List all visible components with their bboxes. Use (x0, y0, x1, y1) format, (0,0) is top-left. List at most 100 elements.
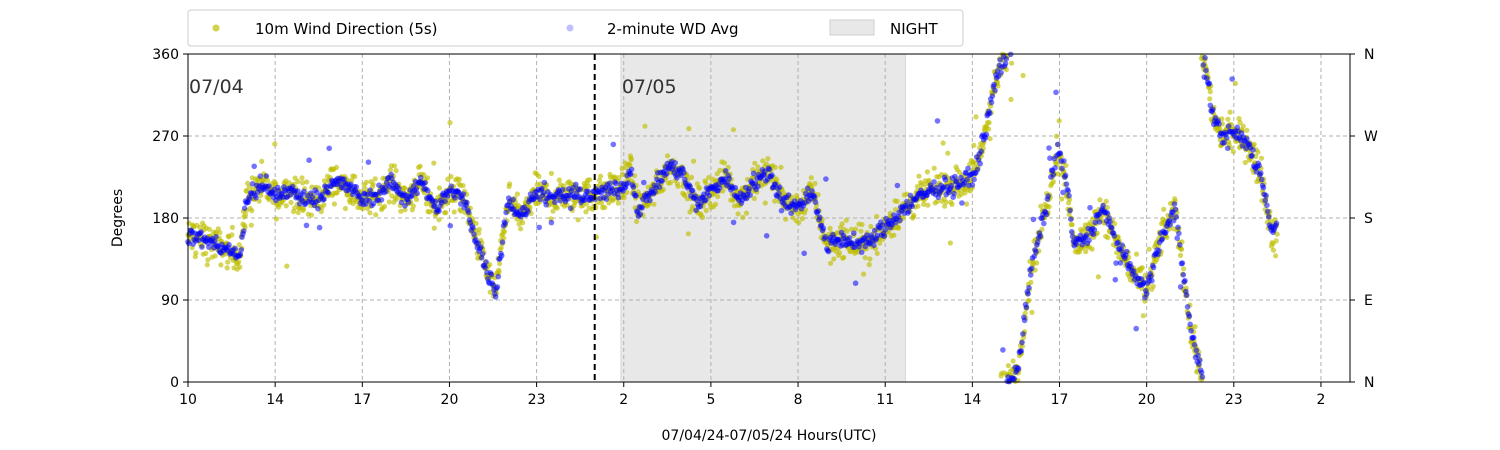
point-wind-direction-376 (382, 203, 388, 209)
point-wd-avg-1237 (1263, 192, 1269, 199)
point-wind-direction-1666 (1056, 118, 1062, 124)
point-wind-direction-1993 (1227, 109, 1233, 115)
point-wind-direction-834 (621, 195, 627, 201)
point-wd-avg-621 (726, 175, 732, 182)
point-wd-avg-791 (874, 232, 881, 239)
point-wind-direction-261 (321, 178, 328, 184)
point-wind-direction-519 (456, 176, 462, 182)
point-wind-direction-1664 (1055, 171, 1061, 177)
point-wd-avg-342 (483, 259, 489, 265)
point-wd-avg-731 (822, 234, 828, 240)
point-wd-avg-561 (674, 175, 680, 181)
point-wd-avg-348 (488, 271, 495, 278)
point-wd-avg-956 (1018, 348, 1024, 354)
point-wd-avg-242 (396, 185, 402, 192)
x-tick-label-0: 10 (179, 392, 197, 408)
point-wd-avg-869 (942, 177, 949, 183)
point-wind-direction-398 (393, 168, 399, 174)
point-wd-avg-1013 (1068, 216, 1074, 222)
x-tick-label-6: 5 (706, 392, 715, 408)
point-wind-direction-1427 (931, 165, 937, 171)
point-wind-direction-75 (224, 265, 230, 271)
point-wd-avg-361 (499, 239, 506, 245)
legend-label-wd-avg: 2-minute WD Avg (607, 20, 739, 38)
point-wd-avg-1141 (1179, 260, 1186, 266)
point-wind-direction-284 (333, 164, 340, 170)
point-wd-avg-1137 (1176, 230, 1182, 237)
point-wind-direction-458 (424, 175, 431, 181)
point-wind-direction-1126 (774, 176, 780, 182)
point-wd-avg-549 (663, 170, 670, 177)
point-wd-avg-1085 (1130, 268, 1137, 274)
point-wind-direction-1531 (986, 126, 992, 132)
point-wd-avg-831 (909, 203, 915, 210)
point-wd-avg-262 (413, 186, 420, 192)
point-wd-avg-827 (905, 208, 912, 215)
point-wind-direction-1359 (896, 225, 902, 231)
point-wd-avg-316 (460, 191, 467, 197)
point-wind-direction-110 (242, 212, 249, 218)
point-wd-avg-1041 (1092, 219, 1098, 226)
point-wd-avg-1001 (1057, 150, 1064, 157)
point-wind-direction-61 (217, 230, 223, 236)
point-wd-avg-83 (257, 173, 264, 179)
point-wd-avg-301 (447, 223, 454, 229)
point-wd-avg-1019 (1073, 241, 1079, 247)
date-annotation-1: 07/05 (622, 76, 677, 98)
point-wd-avg-926 (992, 87, 998, 94)
x-tick-label-11: 20 (1138, 392, 1156, 408)
point-wd-avg-491 (613, 180, 619, 187)
x-tick-label-8: 11 (876, 392, 894, 408)
point-wd-avg-148 (314, 189, 320, 196)
point-wind-direction-1623 (1034, 260, 1040, 266)
point-wind-direction-480 (436, 217, 442, 223)
point-wd-avg-817 (897, 217, 903, 224)
point-wind-direction-1814 (1133, 251, 1140, 257)
point-wd-avg-1150 (1187, 321, 1193, 328)
point-wd-avg-1010 (1065, 188, 1071, 194)
point-wind-direction-1507 (973, 114, 979, 120)
point-wind-direction-141 (259, 158, 265, 164)
y-tick-label-left-2: 180 (152, 211, 179, 227)
point-wd-avg-1144 (1182, 277, 1188, 284)
point-wind-direction-1251 (839, 221, 845, 227)
point-wd-avg-965 (1026, 284, 1032, 291)
point-wind-direction-874 (642, 123, 648, 129)
point-wd-avg-970 (1030, 216, 1037, 223)
y-tick-label-right-3: W (1364, 129, 1378, 145)
point-wind-direction-1068 (743, 210, 750, 216)
point-wind-direction-387 (387, 167, 393, 173)
point-wind-direction-1395 (914, 184, 921, 190)
point-wind-direction-23 (197, 224, 203, 230)
point-wd-avg-707 (801, 250, 807, 257)
point-wd-avg-404 (537, 196, 543, 203)
point-wind-direction-37 (204, 262, 210, 268)
point-wind-direction-1304 (867, 256, 873, 262)
point-wind-direction-456 (423, 201, 429, 207)
point-wd-avg-64 (241, 228, 247, 234)
point-wind-direction-923 (668, 180, 674, 186)
point-wd-avg-1189 (1221, 139, 1227, 146)
point-wind-direction-399 (394, 196, 400, 202)
point-wind-direction-1317 (874, 213, 880, 219)
point-wd-avg-60 (237, 251, 244, 257)
point-wd-avg-1015 (1069, 233, 1076, 240)
point-wd-avg-902 (971, 176, 977, 183)
point-wd-avg-156 (321, 196, 327, 202)
point-wind-direction-1989 (1225, 116, 1231, 122)
point-wd-avg-430 (559, 186, 566, 193)
point-wd-avg-880 (952, 173, 958, 180)
x-tick-label-9: 14 (963, 392, 981, 408)
point-wd-avg-909 (977, 160, 983, 167)
point-wind-direction-1199 (812, 180, 818, 187)
point-wind-direction-437 (413, 196, 420, 203)
point-wd-avg-275 (424, 187, 431, 194)
point-wd-avg-1231 (1258, 170, 1264, 176)
point-wd-avg-1157 (1193, 347, 1200, 354)
point-wind-direction-52 (212, 253, 218, 259)
point-wd-avg-1088 (1133, 325, 1139, 332)
point-wind-direction-354 (370, 181, 376, 187)
point-wind-direction-236 (308, 212, 314, 218)
point-wd-avg-71 (247, 196, 253, 202)
point-wind-direction-470 (431, 160, 437, 166)
